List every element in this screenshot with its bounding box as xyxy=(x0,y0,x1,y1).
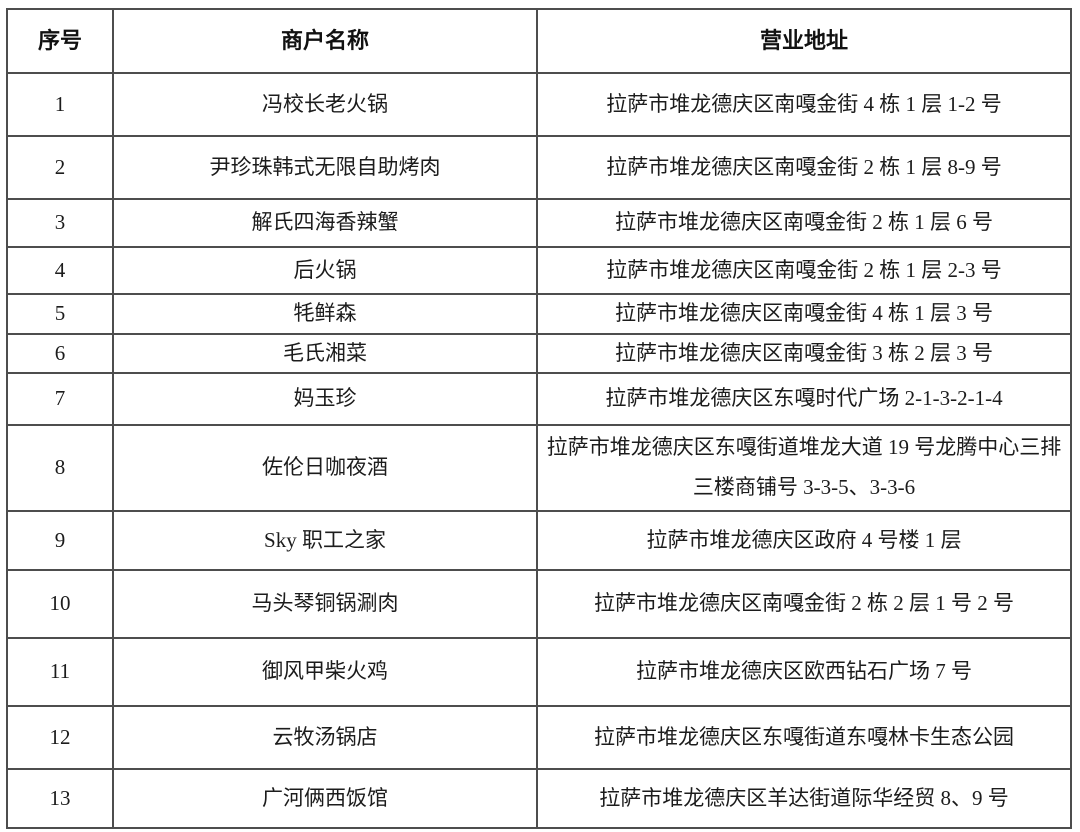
table-row: 12 云牧汤锅店 拉萨市堆龙德庆区东嘎街道东嘎林卡生态公园 xyxy=(6,704,1072,770)
row-number-cell: 9 xyxy=(6,509,114,571)
business-address-cell: 拉萨市堆龙德庆区南嘎金街 2 栋 1 层 6 号 xyxy=(536,198,1072,248)
business-address-cell: 拉萨市堆龙德庆区南嘎金街 4 栋 1 层 3 号 xyxy=(536,293,1072,335)
business-address-cell: 拉萨市堆龙德庆区东嘎街道堆龙大道 19 号龙腾中心三排三楼商铺号 3-3-5、3… xyxy=(536,424,1072,512)
merchant-name-cell: 后火锅 xyxy=(112,246,538,295)
business-address-cell: 拉萨市堆龙德庆区羊达街道际华经贸 8、9 号 xyxy=(536,767,1072,829)
business-address-cell: 拉萨市堆龙德庆区南嘎金街 2 栋 1 层 2-3 号 xyxy=(536,246,1072,295)
row-number-cell: 12 xyxy=(6,704,114,770)
row-number-cell: 4 xyxy=(6,246,114,295)
column-header-no: 序号 xyxy=(6,8,114,74)
row-number-cell: 7 xyxy=(6,372,114,427)
business-address-cell: 拉萨市堆龙德庆区南嘎金街 2 栋 2 层 1 号 2 号 xyxy=(536,568,1072,639)
table-row: 8 佐伦日咖夜酒 拉萨市堆龙德庆区东嘎街道堆龙大道 19 号龙腾中心三排三楼商铺号 … xyxy=(6,424,1072,512)
table-row: 1 冯校长老火锅 拉萨市堆龙德庆区南嘎金街 4 栋 1 层 1-2 号 xyxy=(6,72,1072,137)
merchant-name-cell: 毛氏湘菜 xyxy=(112,332,538,375)
table-row: 3 解氏四海香辣蟹 拉萨市堆龙德庆区南嘎金街 2 栋 1 层 6 号 xyxy=(6,198,1072,248)
table-header: 序号 商户名称 营业地址 xyxy=(6,8,1072,74)
table-row: 7 妈玉珍 拉萨市堆龙德庆区东嘎时代广场 2-1-3-2-1-4 xyxy=(6,372,1072,427)
row-number-cell: 10 xyxy=(6,568,114,639)
table-row: 6 毛氏湘菜 拉萨市堆龙德庆区南嘎金街 3 栋 2 层 3 号 xyxy=(6,332,1072,375)
merchant-name-cell: Sky 职工之家 xyxy=(112,509,538,571)
table-row: 4 后火锅 拉萨市堆龙德庆区南嘎金街 2 栋 1 层 2-3 号 xyxy=(6,246,1072,295)
business-address-cell: 拉萨市堆龙德庆区欧西钻石广场 7 号 xyxy=(536,636,1072,707)
merchant-address-table: 序号 商户名称 营业地址 1 冯校长老火锅 拉萨市堆龙德庆区南嘎金街 4 栋 1 层… xyxy=(6,8,1072,829)
merchant-name-cell: 御风甲柴火鸡 xyxy=(112,636,538,707)
merchant-name-cell: 佐伦日咖夜酒 xyxy=(112,424,538,512)
column-header-name: 商户名称 xyxy=(112,8,538,74)
table-row: 2 尹珍珠韩式无限自助烤肉 拉萨市堆龙德庆区南嘎金街 2 栋 1 层 8-9 号 xyxy=(6,135,1072,200)
row-number-cell: 5 xyxy=(6,293,114,335)
merchant-name-cell: 云牧汤锅店 xyxy=(112,704,538,770)
business-address-cell: 拉萨市堆龙德庆区南嘎金街 2 栋 1 层 8-9 号 xyxy=(536,135,1072,200)
header-row: 序号 商户名称 营业地址 xyxy=(6,8,1072,74)
row-number-cell: 6 xyxy=(6,332,114,375)
merchant-name-cell: 尹珍珠韩式无限自助烤肉 xyxy=(112,135,538,200)
table-body: 1 冯校长老火锅 拉萨市堆龙德庆区南嘎金街 4 栋 1 层 1-2 号 2 尹珍珠韩式无… xyxy=(6,72,1072,829)
row-number-cell: 8 xyxy=(6,424,114,512)
table-row: 11 御风甲柴火鸡 拉萨市堆龙德庆区欧西钻石广场 7 号 xyxy=(6,636,1072,707)
business-address-cell: 拉萨市堆龙德庆区南嘎金街 4 栋 1 层 1-2 号 xyxy=(536,72,1072,137)
table-row: 10 马头琴铜锅涮肉 拉萨市堆龙德庆区南嘎金街 2 栋 2 层 1 号 2 号 xyxy=(6,568,1072,639)
business-address-cell: 拉萨市堆龙德庆区政府 4 号楼 1 层 xyxy=(536,509,1072,571)
table-row: 13 广河俩西饭馆 拉萨市堆龙德庆区羊达街道际华经贸 8、9 号 xyxy=(6,767,1072,829)
merchant-name-cell: 冯校长老火锅 xyxy=(112,72,538,137)
business-address-cell: 拉萨市堆龙德庆区东嘎街道东嘎林卡生态公园 xyxy=(536,704,1072,770)
business-address-cell: 拉萨市堆龙德庆区南嘎金街 3 栋 2 层 3 号 xyxy=(536,332,1072,375)
table-row: 5 牦鲜森 拉萨市堆龙德庆区南嘎金街 4 栋 1 层 3 号 xyxy=(6,293,1072,335)
merchant-name-cell: 牦鲜森 xyxy=(112,293,538,335)
merchant-name-cell: 妈玉珍 xyxy=(112,372,538,427)
business-address-cell: 拉萨市堆龙德庆区东嘎时代广场 2-1-3-2-1-4 xyxy=(536,372,1072,427)
row-number-cell: 13 xyxy=(6,767,114,829)
column-header-address: 营业地址 xyxy=(536,8,1072,74)
row-number-cell: 1 xyxy=(6,72,114,137)
row-number-cell: 2 xyxy=(6,135,114,200)
row-number-cell: 11 xyxy=(6,636,114,707)
merchant-name-cell: 解氏四海香辣蟹 xyxy=(112,198,538,248)
merchant-name-cell: 广河俩西饭馆 xyxy=(112,767,538,829)
row-number-cell: 3 xyxy=(6,198,114,248)
merchant-name-cell: 马头琴铜锅涮肉 xyxy=(112,568,538,639)
table-row: 9 Sky 职工之家 拉萨市堆龙德庆区政府 4 号楼 1 层 xyxy=(6,509,1072,571)
